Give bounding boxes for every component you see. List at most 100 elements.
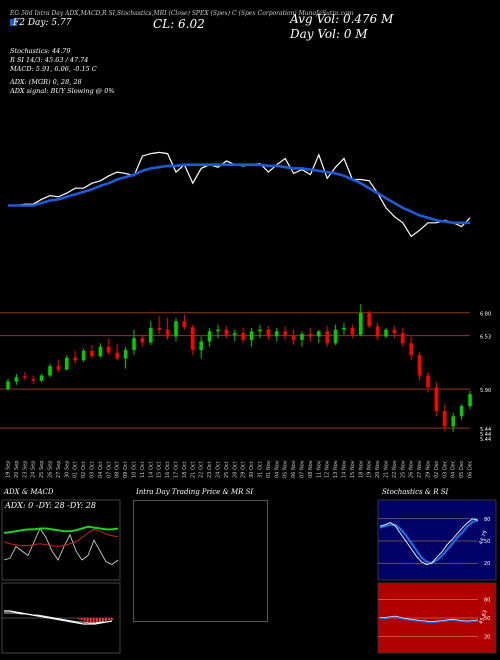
candle-body	[107, 346, 111, 353]
rsi-tick-label: 20	[484, 635, 490, 641]
candle-body	[140, 338, 145, 343]
macd-value: MACD: 5.91, 6.06, -0.15 C	[10, 65, 97, 73]
date-label: 27 Sep	[56, 461, 62, 478]
date-label: 23 Sep	[22, 461, 28, 478]
rsi-value-label: 45.63	[478, 609, 489, 625]
date-label: 24 Oct	[216, 461, 222, 478]
price-level-label: 6.53	[480, 335, 491, 341]
stoch-d-line	[379, 519, 479, 565]
rsi-signal-line	[380, 615, 479, 623]
price-line-chart	[8, 151, 471, 238]
macd-histogram-bar	[107, 618, 110, 620]
date-label: 31 Oct	[258, 461, 264, 478]
intraday-panel	[133, 500, 268, 622]
candle-body	[224, 329, 229, 335]
macd-histogram-bar	[86, 618, 89, 622]
macd-line	[4, 610, 113, 625]
date-label: 12 Nov	[325, 460, 331, 478]
date-label: 01 Oct	[73, 461, 79, 478]
adx-line	[3, 527, 119, 565]
candle-body	[325, 331, 329, 344]
adx-panel-bg	[1, 499, 121, 581]
date-label: 19 Sep	[6, 461, 12, 478]
candle-body	[434, 387, 439, 412]
date-label: 28 Oct	[232, 461, 238, 478]
date-label: 19 Nov	[367, 460, 373, 478]
date-label: 11 Oct	[140, 461, 146, 478]
stoch-k-line	[379, 518, 479, 566]
candle-body	[123, 350, 128, 359]
candle-body	[207, 331, 212, 342]
rsi-tick-label: 80	[484, 597, 490, 603]
candle-body	[14, 377, 19, 382]
candle-body	[191, 327, 195, 351]
date-label: 03 Oct	[90, 461, 96, 478]
candle-body	[300, 333, 304, 340]
macd-panel	[1, 582, 121, 654]
candle-body	[98, 346, 103, 356]
close-label: CL: 6.02	[153, 17, 205, 31]
date-label: 22 Nov	[392, 460, 398, 478]
candle-body	[90, 350, 94, 356]
date-label: 11 Nov	[316, 460, 322, 478]
candle-body	[132, 338, 136, 351]
date-label: 09 Oct	[123, 461, 129, 478]
date-label: 25 Oct	[224, 461, 230, 478]
date-label: 21 Nov	[384, 460, 390, 478]
macd-histogram-bar	[104, 618, 107, 621]
candle-body	[443, 411, 447, 427]
header-summary: EG 50d Intra Day ADX,MACD,R SI,Stochasti…	[10, 10, 354, 17]
candle-body	[165, 329, 170, 337]
date-label: 25 Sep	[39, 461, 45, 478]
candle-body	[233, 333, 237, 335]
macd-histogram-bar	[77, 618, 80, 619]
date-label: 26 Sep	[48, 461, 54, 478]
candle-body	[283, 331, 287, 336]
candle-body	[258, 329, 262, 332]
date-label: 08 Oct	[115, 461, 121, 478]
date-label: 13 Nov	[333, 460, 339, 478]
plus-di-line	[3, 525, 119, 534]
candle-body	[241, 333, 245, 340]
candle-body	[266, 329, 271, 337]
candle-body	[174, 321, 178, 337]
candle-body	[216, 329, 220, 332]
price-level-label: 5.44	[480, 427, 491, 433]
candle-body	[468, 394, 472, 407]
date-label: 18 Oct	[182, 461, 188, 478]
macd-histogram-bar	[101, 618, 104, 622]
minus-di-line	[3, 528, 119, 548]
candle-body	[426, 375, 430, 388]
candle-body	[39, 375, 44, 381]
date-label: 22 Oct	[199, 461, 205, 478]
date-label: 04 Dec	[451, 460, 457, 478]
date-label: 14 Oct	[148, 461, 154, 478]
candle-body	[359, 312, 363, 335]
stoch-tick-label: 50	[484, 539, 490, 545]
date-label: 29 Nov	[426, 460, 432, 478]
rsi-line	[380, 615, 479, 624]
date-label: 02 Oct	[81, 461, 87, 478]
adx-signal: ADX signal: BUY Slowing @ 0%	[10, 87, 115, 95]
date-label: 18 Nov	[358, 460, 364, 478]
date-label: 15 Oct	[157, 461, 163, 478]
candle-body	[291, 335, 296, 340]
candle-body	[199, 341, 203, 351]
candle-body	[6, 381, 10, 390]
candle-body	[350, 328, 355, 335]
rsi-value: R SI 14/3: 45.63 / 47.74	[10, 56, 89, 64]
price-level-label: 5.44	[480, 432, 491, 438]
candle-body	[115, 352, 119, 359]
macd-histogram-bar	[95, 618, 98, 624]
candle-body	[275, 331, 279, 337]
date-label: 05 Dec	[459, 460, 465, 478]
candle-body	[308, 333, 313, 337]
date-label: 20 Nov	[375, 460, 381, 478]
date-label: 08 Nov	[308, 460, 314, 478]
candle-body	[73, 357, 77, 361]
candle-body	[459, 406, 464, 417]
date-label: 30 Sep	[64, 461, 70, 478]
candle-body	[333, 329, 338, 344]
date-label: 14 Nov	[342, 460, 348, 478]
adx-macd-title: ADX & MACD	[4, 488, 54, 496]
